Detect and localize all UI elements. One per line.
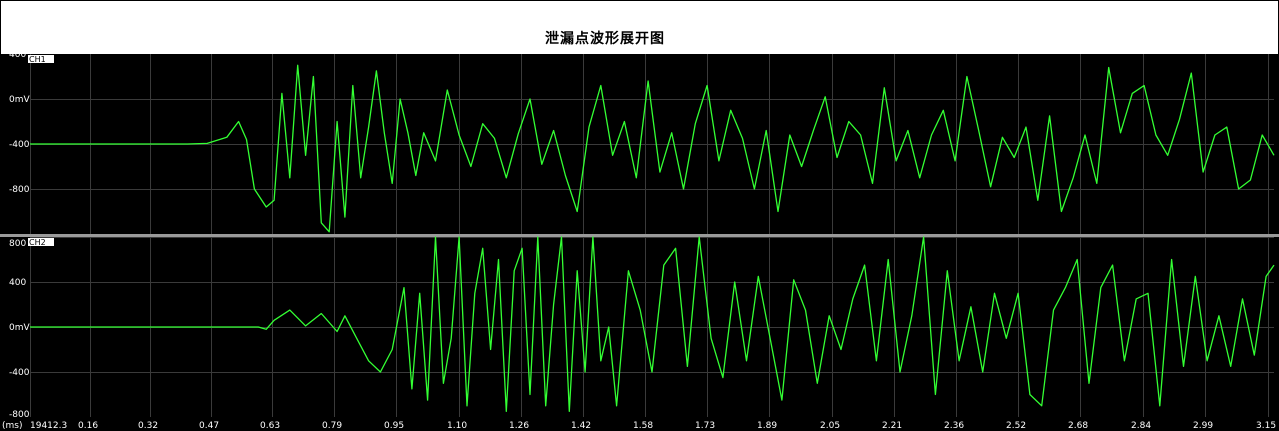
- channel-1-trace: [30, 64, 1275, 233]
- x-tick-label: 19412.3: [30, 421, 67, 431]
- y-tick-label: 400: [9, 278, 26, 288]
- channel-2-y-tick-labels: 800 400 0mV -400 -800: [9, 239, 30, 420]
- x-tick-label: 2.05: [820, 421, 840, 431]
- channel-2-label-box: CH2: [28, 238, 54, 247]
- x-tick-label: 1.26: [509, 421, 529, 431]
- x-tick-label: 2.99: [1193, 421, 1213, 431]
- y-tick-label: 0mV: [9, 323, 30, 333]
- x-tick-label: 0.47: [199, 421, 219, 431]
- y-tick-label: 400: [9, 50, 26, 60]
- channel-2-trace-group: [30, 236, 1275, 413]
- x-tick-label: 0.32: [138, 421, 158, 431]
- channel-1-label: CH1: [29, 55, 46, 64]
- x-tick-label: 2.68: [1068, 421, 1088, 431]
- x-tick-label: 0.95: [384, 421, 404, 431]
- channel-2-label: CH2: [29, 238, 46, 247]
- channel-1-trace-group: [30, 64, 1275, 233]
- x-tick-labels: 19412.3 0.16 0.32 0.47 0.63 0.79 0.95 1.10 1.26 1…: [30, 421, 1276, 431]
- x-axis-strip: [0, 417, 1279, 431]
- x-tick-label: 1.10: [447, 421, 467, 431]
- x-tick-label: 2.84: [1131, 421, 1151, 431]
- y-tick-label: -400: [9, 368, 30, 378]
- x-tick-label: 0.79: [322, 421, 342, 431]
- x-tick-label: 0.16: [78, 421, 98, 431]
- x-tick-label: 2.21: [882, 421, 902, 431]
- x-tick-label: 3.15: [1256, 421, 1276, 431]
- y-tick-label: -800: [9, 410, 30, 420]
- channel-2-label-bg: [28, 238, 54, 246]
- channel-2-panel: 800 400 0mV -400 -800 CH2: [0, 236, 1279, 420]
- channel-separator: [0, 234, 1279, 237]
- y-tick-label: 0mV: [9, 95, 30, 105]
- channel-2-trace: [30, 236, 1275, 413]
- channel-1-label-bg: [28, 55, 54, 63]
- x-tick-label: 1.73: [695, 421, 715, 431]
- y-tick-label: 800: [9, 239, 26, 249]
- chart-title: 泄漏点波形展开图: [545, 31, 665, 47]
- x-tick-label: 1.42: [571, 421, 591, 431]
- y-tick-label: -400: [9, 140, 30, 150]
- x-tick-label: 1.58: [633, 421, 653, 431]
- channel-1-label-box: CH1: [28, 55, 54, 64]
- channel-1-panel: 400 0mV -400 -800 CH1: [0, 50, 1279, 234]
- x-tick-label: 2.52: [1006, 421, 1026, 431]
- x-tick-label: 0.63: [260, 421, 280, 431]
- x-tick-label: 2.36: [944, 421, 964, 431]
- x-tick-label: 1.89: [757, 421, 777, 431]
- channel-1-y-tick-labels: 400 0mV -400 -800: [9, 50, 30, 195]
- x-axis-unit: (ms): [2, 421, 22, 431]
- y-tick-label: -800: [9, 185, 30, 195]
